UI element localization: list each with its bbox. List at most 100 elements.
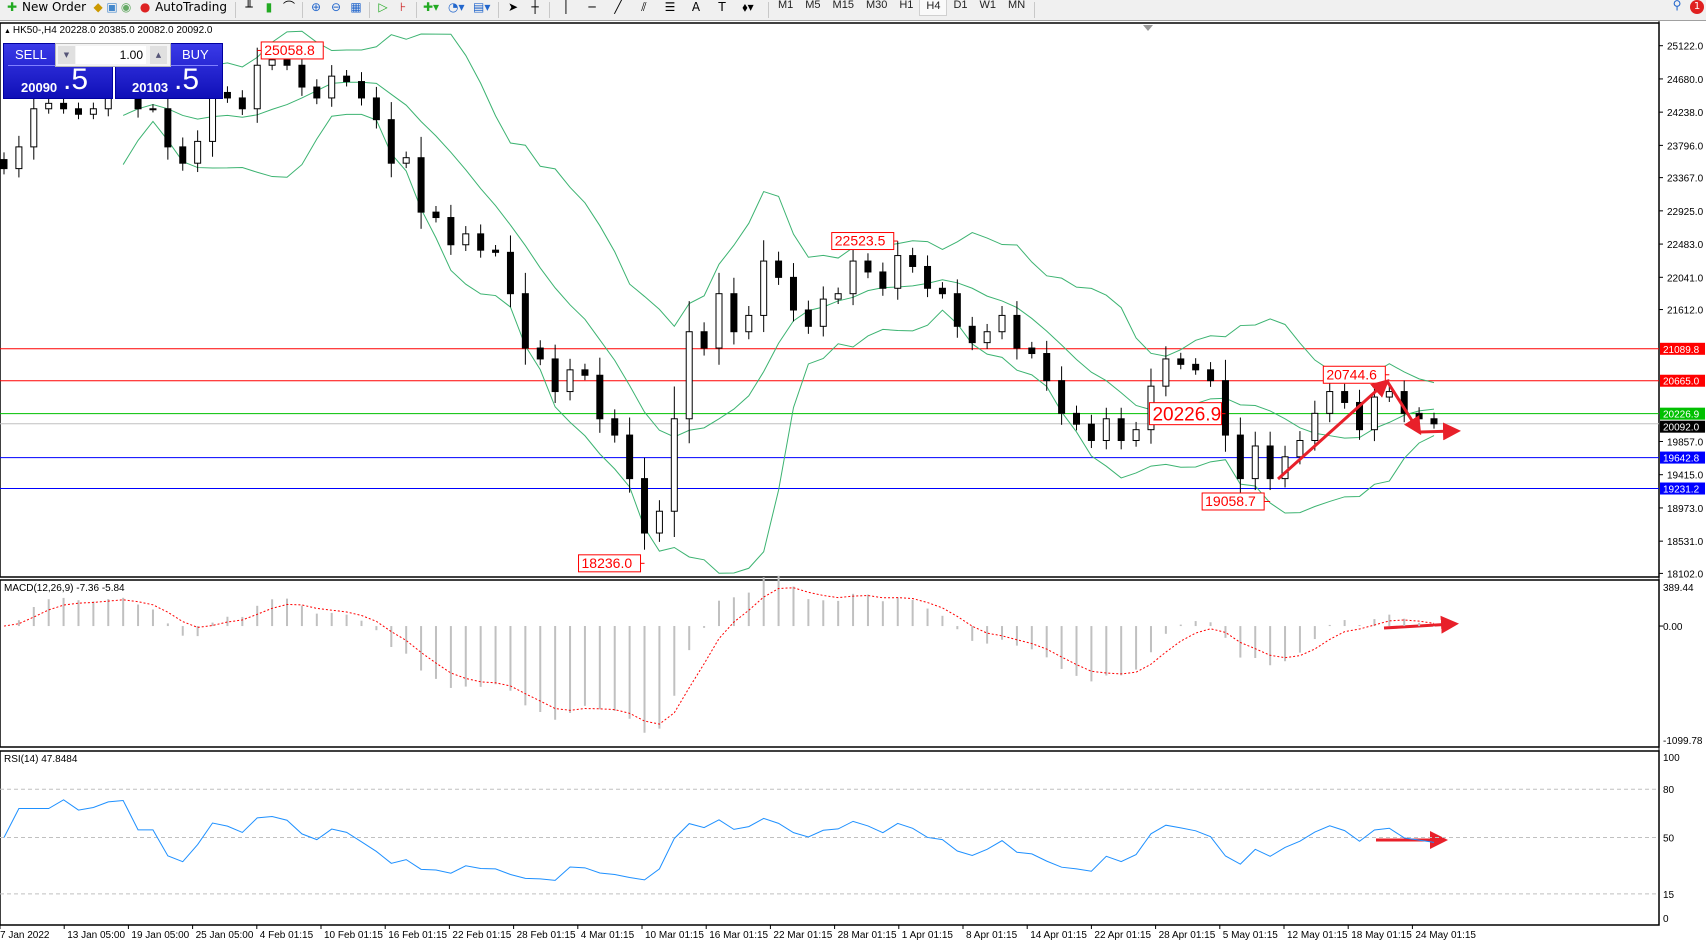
zoom-out-icon[interactable]: ⊖ — [330, 0, 342, 14]
time-tick-label: 10 Mar 01:15 — [645, 930, 704, 941]
candle-bullish — [834, 293, 842, 300]
candle-bearish — [283, 59, 291, 66]
candle-bearish — [521, 293, 529, 349]
market-icon[interactable]: ▣ — [106, 0, 118, 14]
price-annotation-box — [1322, 365, 1386, 384]
candlestick-icon[interactable]: ▮ — [265, 0, 273, 14]
candle-bearish — [1341, 391, 1349, 403]
candle-bearish — [924, 265, 932, 289]
candle-bearish — [611, 418, 619, 436]
collapse-triangle-icon[interactable]: ▲ — [4, 28, 13, 35]
chart-shift-icon[interactable]: ⊦ — [399, 0, 407, 14]
price-annotation-box — [578, 554, 642, 573]
price-tick-label: 22041.0 — [1667, 273, 1704, 284]
candle-bullish — [655, 510, 663, 534]
candle-bearish — [477, 233, 485, 251]
candle-bearish — [223, 91, 231, 99]
rsi-tick-label: 80 — [1663, 785, 1675, 796]
price-annotation: 20226.9 — [1152, 405, 1221, 426]
candle-bearish — [775, 260, 783, 278]
candle-bearish — [1043, 353, 1051, 382]
candle-bullish — [983, 331, 991, 344]
time-tick-label: 19 Jan 05:00 — [131, 930, 189, 941]
candle-bearish — [1236, 434, 1244, 480]
candle-bullish — [402, 157, 410, 164]
text-icon[interactable]: A — [691, 0, 701, 14]
timeframe-w1[interactable]: W1 — [979, 0, 997, 11]
signals-icon[interactable]: ◉ — [120, 0, 132, 14]
arrows-icon[interactable]: ⬧▾ — [742, 0, 754, 14]
macd-signal-line — [3, 587, 1435, 725]
zoom-in-icon[interactable]: ⊕ — [310, 0, 322, 14]
lot-decrease-button[interactable]: ▼ — [58, 46, 75, 64]
new-order-button[interactable]: ✚ New Order — [6, 0, 87, 14]
cursor-icon[interactable]: ➤ — [507, 0, 519, 14]
vertical-line-icon[interactable]: │ — [562, 0, 570, 14]
candle-bearish — [1073, 412, 1080, 425]
candle-bearish — [1028, 347, 1036, 355]
tile-windows-icon[interactable]: ▦ — [350, 0, 362, 14]
timeframe-h4[interactable]: H4 — [919, 0, 948, 16]
timeframe-mn[interactable]: MN — [1008, 0, 1026, 11]
timeframe-m1[interactable]: M1 — [777, 0, 794, 11]
crosshair-icon[interactable]: ┼ — [531, 0, 539, 14]
candle-bearish — [1177, 358, 1185, 365]
horizontal-line-icon[interactable]: ─ — [588, 0, 596, 14]
timeframe-h1[interactable]: H1 — [899, 0, 914, 11]
time-tick-label: 5 May 01:15 — [1223, 930, 1278, 941]
timeframe-m30[interactable]: M30 — [865, 0, 888, 11]
price-level-label: 20092.0 — [1663, 423, 1700, 434]
equidistant-channel-icon[interactable]: ⫽ — [641, 0, 647, 14]
timeframe-m5[interactable]: M5 — [805, 0, 821, 11]
fibonacci-icon[interactable]: ☰ — [664, 0, 676, 14]
candle-bearish — [938, 287, 946, 295]
candle-bullish — [194, 140, 202, 164]
search-icon[interactable]: ⚲ — [1672, 0, 1682, 12]
notification-badge[interactable]: 1 — [1690, 0, 1704, 14]
candle-bearish — [1192, 363, 1200, 371]
periods-icon[interactable]: ◔▾ — [447, 0, 465, 14]
text-label-icon[interactable]: T — [718, 0, 726, 14]
candle-bullish — [149, 108, 157, 111]
autotrading-button[interactable]: ● AutoTrading — [139, 0, 227, 14]
lot-size-input[interactable] — [76, 46, 146, 64]
time-tick-label: 28 Feb 01:15 — [517, 930, 576, 941]
time-tick-label: 16 Feb 01:15 — [388, 930, 447, 941]
indicators-icon[interactable]: ✚▾ — [422, 0, 440, 14]
candle-bullish — [685, 331, 693, 420]
expert-icon[interactable]: ◆ — [93, 0, 103, 14]
candle-bearish — [164, 108, 172, 148]
price-level-badge — [1660, 420, 1705, 433]
rsi-tick-label: 100 — [1663, 753, 1680, 764]
lot-increase-button[interactable]: ▲ — [150, 46, 167, 64]
price-level-badge — [1660, 374, 1705, 387]
bar-chart-icon[interactable]: ╨ — [245, 0, 253, 14]
candle-bullish — [894, 255, 902, 289]
line-chart-icon[interactable]: ⌒ — [282, 0, 295, 14]
timeframe-d1[interactable]: D1 — [953, 0, 968, 11]
chart-window[interactable]: 25122.0 24680.0 24238.0 23796.0 23367.0 22925… — [0, 21, 1706, 944]
time-tick-label: 14 Apr 01:15 — [1030, 930, 1087, 941]
candle-bullish — [760, 260, 768, 316]
divider — [368, 2, 370, 18]
candle-bullish — [1311, 412, 1319, 441]
time-tick-label: 4 Feb 01:15 — [260, 930, 314, 941]
price-annotation: 19058.7 — [1205, 493, 1256, 509]
candle-bullish — [328, 75, 336, 99]
time-tick-label: 13 Jan 05:00 — [67, 930, 125, 941]
candle-bullish — [670, 418, 678, 512]
trendline-icon[interactable]: ╱ — [614, 0, 622, 14]
rsi-line — [3, 799, 1435, 881]
buy-price: 20103 — [132, 80, 169, 95]
autoscroll-icon[interactable]: ▷ — [378, 0, 388, 14]
candle-bearish — [879, 271, 887, 289]
templates-icon[interactable]: ▤▾ — [472, 0, 491, 14]
time-tick-label: 25 Jan 05:00 — [196, 930, 254, 941]
candle-bullish — [745, 314, 753, 333]
timeframe-m15[interactable]: M15 — [832, 0, 854, 11]
candle-bearish — [372, 97, 380, 121]
rsi-label: RSI(14) 47.8484 — [4, 754, 78, 765]
time-tick-label: 12 May 01:15 — [1287, 930, 1348, 941]
price-level-label: 19231.2 — [1663, 485, 1700, 496]
divider — [234, 2, 236, 18]
